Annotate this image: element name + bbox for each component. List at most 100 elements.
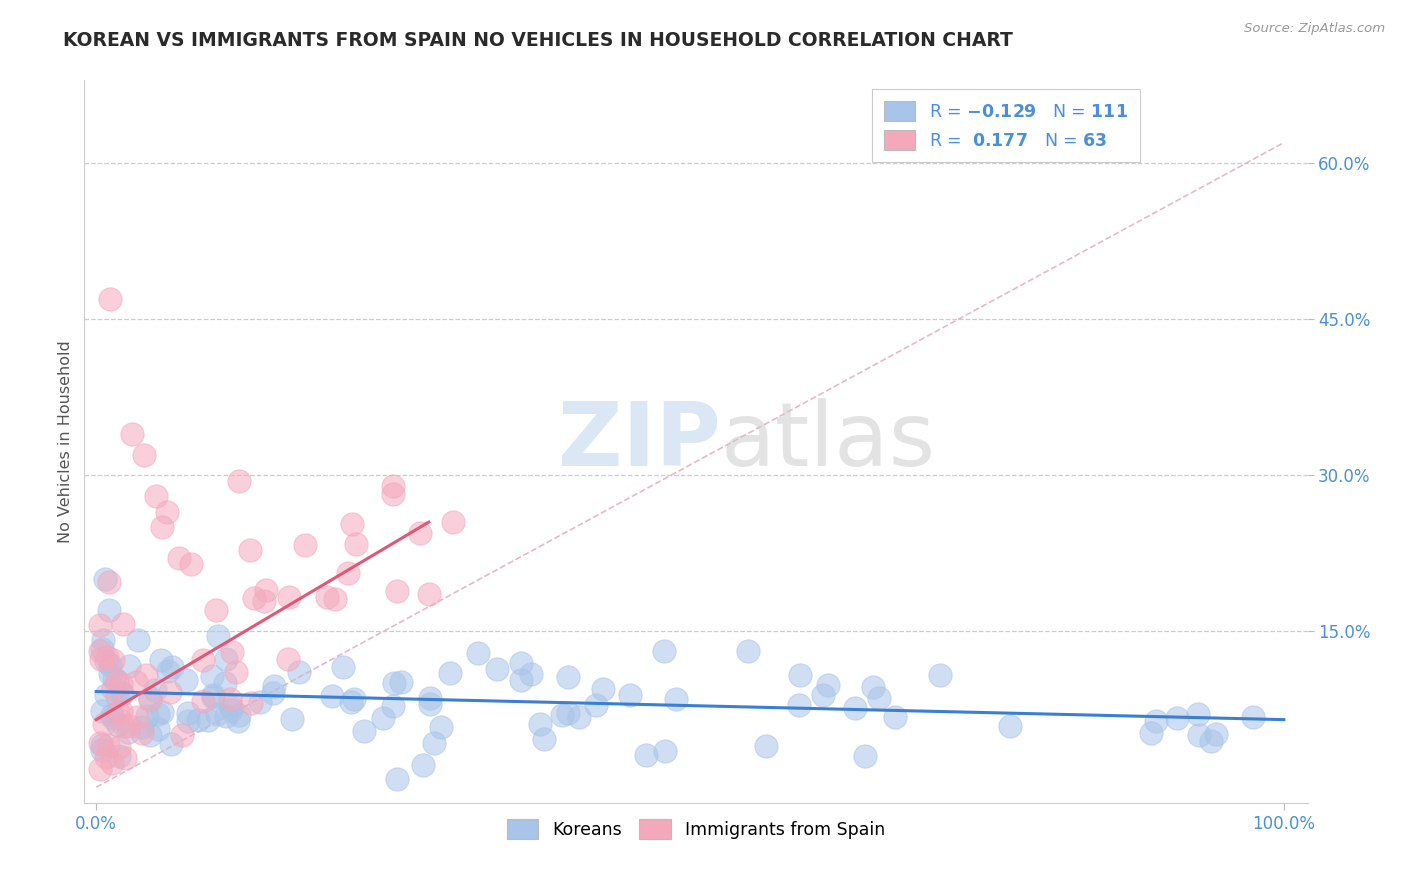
- Point: [844, 701, 866, 715]
- Point: [131, 720, 153, 734]
- Point: [108, 748, 131, 763]
- Point: [342, 517, 364, 532]
- Point: [225, 665, 247, 679]
- Point: [998, 718, 1021, 732]
- Point: [240, 696, 263, 710]
- Point: [111, 617, 134, 632]
- Point: [1166, 711, 1188, 725]
- Point: [1188, 729, 1211, 743]
- Text: Source: ZipAtlas.com: Source: ZipAtlas.com: [1244, 22, 1385, 36]
- Point: [737, 644, 759, 658]
- Point: [150, 520, 173, 534]
- Point: [124, 675, 146, 690]
- Point: [107, 705, 129, 719]
- Point: [89, 736, 111, 750]
- Point: [221, 645, 243, 659]
- Point: [146, 706, 169, 721]
- Point: [98, 603, 121, 617]
- Point: [429, 720, 451, 734]
- Point: [332, 659, 354, 673]
- Point: [91, 642, 114, 657]
- Point: [385, 772, 408, 786]
- Point: [187, 713, 209, 727]
- Point: [226, 714, 249, 728]
- Legend: Koreans, Immigrants from Spain: Koreans, Immigrants from Spain: [501, 813, 891, 847]
- Point: [423, 736, 446, 750]
- Point: [510, 673, 533, 688]
- Point: [159, 684, 181, 698]
- Point: [813, 688, 835, 702]
- Point: [132, 448, 155, 462]
- Point: [121, 426, 143, 441]
- Point: [441, 516, 464, 530]
- Point: [103, 671, 125, 685]
- Point: [101, 711, 124, 725]
- Point: [135, 668, 157, 682]
- Point: [156, 505, 179, 519]
- Point: [418, 697, 440, 711]
- Point: [343, 692, 366, 706]
- Point: [1241, 710, 1264, 724]
- Point: [409, 526, 432, 541]
- Point: [486, 662, 509, 676]
- Point: [419, 690, 441, 705]
- Point: [239, 543, 262, 558]
- Point: [91, 738, 114, 752]
- Y-axis label: No Vehicles in Household: No Vehicles in Household: [58, 340, 73, 543]
- Point: [143, 683, 166, 698]
- Point: [146, 723, 169, 737]
- Point: [353, 723, 375, 738]
- Point: [884, 710, 907, 724]
- Point: [519, 667, 541, 681]
- Point: [118, 659, 141, 673]
- Point: [201, 669, 224, 683]
- Point: [344, 536, 367, 550]
- Point: [665, 691, 688, 706]
- Point: [201, 690, 224, 704]
- Point: [755, 739, 778, 753]
- Point: [145, 489, 167, 503]
- Point: [136, 709, 159, 723]
- Point: [568, 710, 591, 724]
- Point: [110, 704, 132, 718]
- Point: [110, 676, 132, 690]
- Point: [91, 633, 114, 648]
- Point: [93, 572, 115, 586]
- Point: [103, 652, 125, 666]
- Point: [191, 694, 214, 708]
- Point: [280, 712, 302, 726]
- Point: [89, 763, 111, 777]
- Point: [118, 719, 141, 733]
- Point: [94, 749, 117, 764]
- Point: [228, 474, 250, 488]
- Point: [412, 757, 434, 772]
- Point: [242, 591, 264, 605]
- Point: [139, 693, 162, 707]
- Point: [868, 690, 890, 705]
- Point: [1187, 707, 1209, 722]
- Point: [288, 665, 311, 679]
- Text: atlas: atlas: [720, 398, 935, 485]
- Point: [180, 557, 202, 571]
- Point: [157, 664, 180, 678]
- Point: [277, 590, 299, 604]
- Point: [294, 538, 316, 552]
- Point: [96, 649, 118, 664]
- Point: [205, 603, 228, 617]
- Point: [467, 646, 489, 660]
- Point: [101, 681, 124, 696]
- Point: [91, 743, 114, 757]
- Point: [336, 566, 359, 581]
- Point: [101, 756, 124, 771]
- Point: [1140, 725, 1163, 739]
- Point: [789, 667, 811, 681]
- Point: [139, 727, 162, 741]
- Point: [382, 479, 405, 493]
- Point: [249, 694, 271, 708]
- Point: [149, 653, 172, 667]
- Point: [97, 574, 120, 589]
- Point: [107, 739, 129, 754]
- Point: [1201, 733, 1223, 747]
- Point: [277, 652, 299, 666]
- Point: [101, 708, 124, 723]
